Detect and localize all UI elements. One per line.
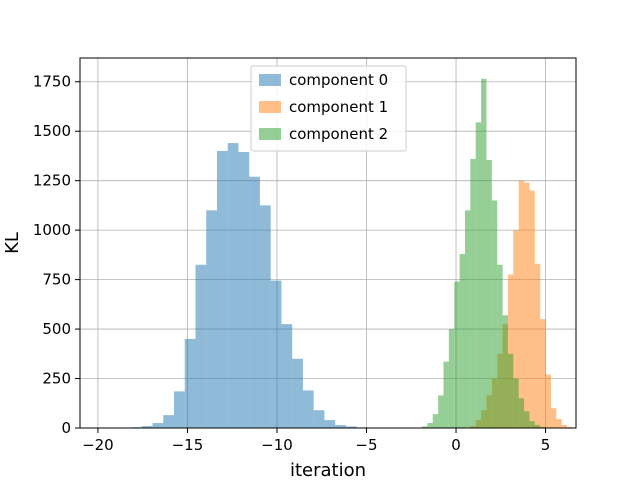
histogram-bar-series-0 [324,420,336,428]
legend-swatch [259,101,281,113]
histogram-bar-series-1 [550,408,557,428]
histogram-bar-series-2 [529,421,535,428]
histogram-bar-series-1 [534,263,541,428]
histogram-bar-series-0 [227,143,239,429]
histogram-bar-series-2 [454,281,460,428]
legend-entry-label: component 2 [289,125,388,143]
y-tick-label: 1500 [33,122,71,140]
x-axis-label: iteration [290,460,366,480]
y-tick-label: 1000 [33,221,71,239]
x-tick-label: −20 [82,436,114,454]
legend: component 0 component 1 component 2 [250,65,407,152]
histogram-bar-series-1 [561,425,568,428]
plot-frame [79,57,577,429]
histogram-bar-series-2 [486,159,492,429]
histogram-bar-series-2 [422,426,428,428]
histogram-bar-series-2 [481,78,487,429]
histogram-bar-series-0 [163,415,175,428]
histogram-bar-series-0 [195,264,207,428]
y-tick-label: 250 [42,370,71,388]
histogram-bar-series-0 [216,150,228,428]
y-tick-label: 500 [42,320,71,338]
x-tick-label: −10 [261,436,293,454]
histogram-bar-series-0 [335,425,346,428]
histogram-bar-series-2 [459,253,465,428]
histogram-bar-series-2 [502,315,508,428]
histogram-bar-series-0 [206,210,217,428]
axis-ticks: −20 −15 −10 −5 0 5 0 250 500 750 1000 1250 1500 1750 [33,73,551,454]
x-tick-label: 5 [541,436,551,454]
x-tick-label: 0 [451,436,461,454]
histogram-bar-series-0 [281,324,293,428]
histogram-bar-series-1 [545,374,551,428]
histogram-bar-series-0 [292,358,303,428]
y-tick-label: 0 [61,419,71,437]
legend-entry-label: component 1 [289,98,388,116]
histogram-bar-series-2 [464,210,471,428]
histogram-bar-series-1 [529,190,535,428]
x-tick-label: −15 [172,436,204,454]
histogram-bar-series-2 [513,378,519,428]
histogram-bar-series-1 [513,230,519,428]
histogram-bar-series-0 [259,205,271,428]
x-tick-label: −5 [355,436,377,454]
histogram-bar-series-1 [556,419,562,428]
y-tick-label: 1750 [33,73,71,91]
histogram-bar-series-0 [313,410,325,428]
histogram-bar-series-2 [427,423,433,428]
histogram-bar-series-0 [270,280,282,428]
histogram-bars [109,78,573,429]
histogram-bar-series-2 [534,425,541,428]
histogram-bar-series-2 [518,398,525,428]
histogram-bar-series-2 [443,361,449,428]
histogram-bar-series-0 [174,391,185,428]
histogram-bar-series-1 [507,274,514,428]
histogram-bar-series-2 [491,200,498,428]
histogram-bar-series-0 [345,426,357,428]
histogram-bar-series-2 [448,329,455,428]
histogram-bar-series-0 [238,151,250,429]
legend-swatch [259,128,281,140]
histogram-bar-series-1 [518,180,525,428]
y-tick-label: 1250 [33,172,71,190]
histogram-bar-series-1 [540,319,546,428]
histogram-bar-series-0 [141,426,153,428]
histogram-bar-series-1 [524,182,530,428]
legend-entry-label: component 0 [289,71,388,89]
histogram-bar-series-2 [507,353,514,428]
y-tick-label: 750 [42,271,71,289]
histogram-bar-series-0 [184,338,196,428]
y-axis-label: KL [2,232,23,254]
legend-box [250,65,407,152]
histogram-bar-series-2 [524,411,530,428]
histogram-bar-series-0 [152,423,164,428]
histogram-bar-series-0 [249,176,260,428]
histogram-bar-series-2 [497,264,503,428]
histogram-bar-series-0 [302,390,314,428]
histogram-bar-series-2 [438,395,444,428]
legend-swatch [259,74,281,86]
histogram-bar-series-2 [470,158,476,428]
histogram-bar-series-2 [475,122,482,428]
histogram-bar-series-2 [432,414,439,428]
